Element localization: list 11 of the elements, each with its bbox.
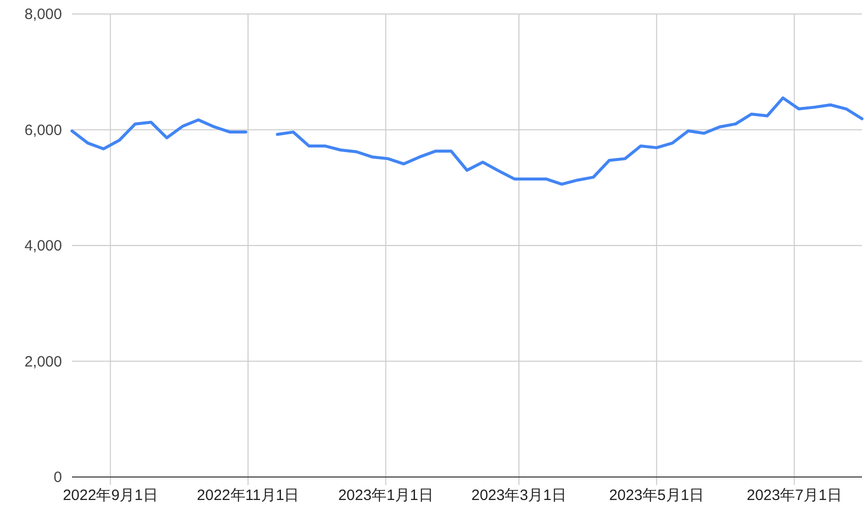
x-tick-label: 2023年1月1日 (338, 487, 434, 504)
y-tick-label: 8,000 (24, 6, 62, 23)
x-tick-label: 2023年7月1日 (746, 487, 842, 504)
y-tick-label: 6,000 (24, 122, 62, 139)
x-tick-label: 2022年11月1日 (196, 487, 300, 504)
x-tick-label: 2022年9月1日 (62, 487, 158, 504)
x-tick-label: 2023年5月1日 (609, 487, 704, 504)
y-tick-label: 2,000 (24, 353, 62, 370)
y-tick-label: 4,000 (24, 238, 62, 254)
x-tick-label: 2023年3月1日 (471, 487, 566, 504)
y-tick-label: 0 (54, 469, 62, 486)
